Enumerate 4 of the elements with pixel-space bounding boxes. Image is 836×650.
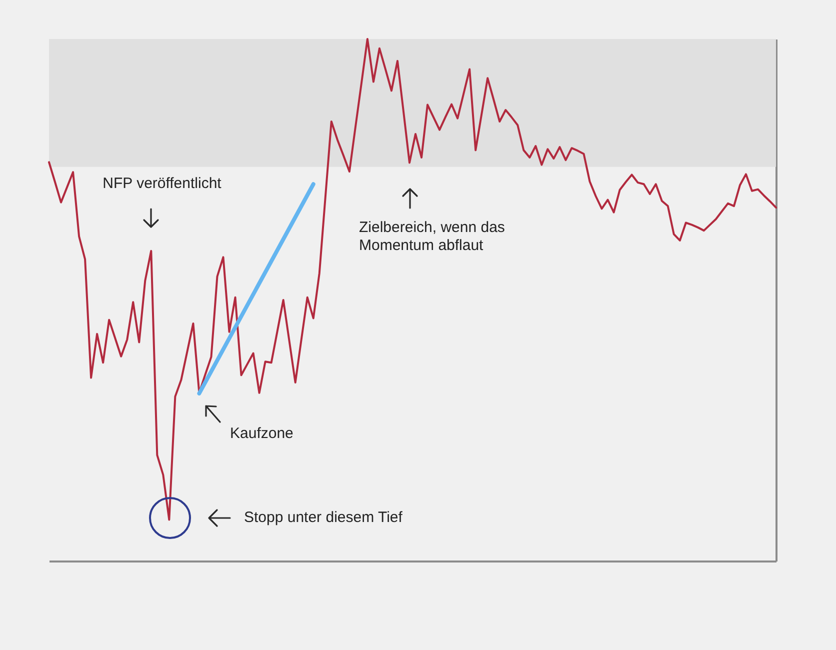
annotation: Stopp unter diesem Tief bbox=[244, 509, 404, 526]
annotation: Kaufzone bbox=[230, 425, 294, 442]
annotation: Zielbereich, wenn das Momentum abflaut bbox=[359, 219, 505, 254]
annotation: NFP veröffentlicht bbox=[102, 175, 222, 192]
